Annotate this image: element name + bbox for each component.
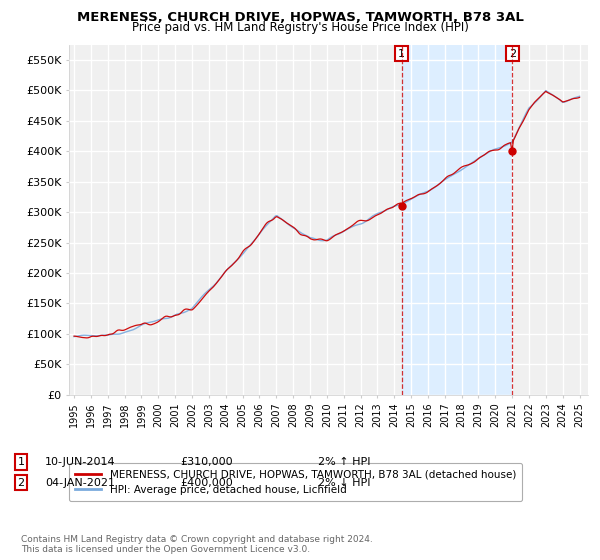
Text: 1: 1 (398, 49, 405, 59)
Text: Price paid vs. HM Land Registry's House Price Index (HPI): Price paid vs. HM Land Registry's House … (131, 21, 469, 34)
Text: 1: 1 (17, 457, 25, 467)
Text: £310,000: £310,000 (180, 457, 233, 467)
Text: 2% ↓ HPI: 2% ↓ HPI (318, 478, 371, 488)
Bar (401, 45, 512, 395)
Text: 04-JAN-2021: 04-JAN-2021 (45, 478, 115, 488)
Text: 2% ↑ HPI: 2% ↑ HPI (318, 457, 371, 467)
Text: 10-JUN-2014: 10-JUN-2014 (45, 457, 116, 467)
Text: Contains HM Land Registry data © Crown copyright and database right 2024.
This d: Contains HM Land Registry data © Crown c… (21, 535, 373, 554)
Text: £400,000: £400,000 (180, 478, 233, 488)
Text: 2: 2 (509, 49, 516, 59)
Text: 2: 2 (17, 478, 25, 488)
Legend: MERENESS, CHURCH DRIVE, HOPWAS, TAMWORTH, B78 3AL (detached house), HPI: Average: MERENESS, CHURCH DRIVE, HOPWAS, TAMWORTH… (69, 463, 522, 501)
Text: MERENESS, CHURCH DRIVE, HOPWAS, TAMWORTH, B78 3AL: MERENESS, CHURCH DRIVE, HOPWAS, TAMWORTH… (77, 11, 523, 24)
